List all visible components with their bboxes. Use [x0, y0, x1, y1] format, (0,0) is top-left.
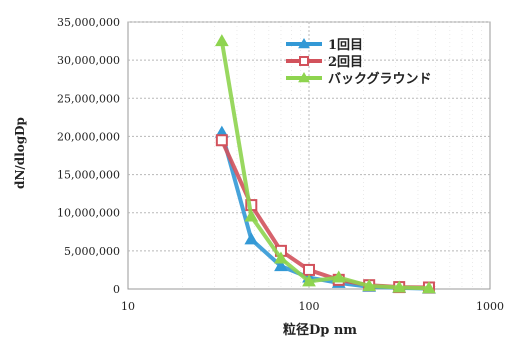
data-point [214, 34, 229, 47]
data-point [303, 263, 315, 276]
data-point [331, 270, 346, 283]
legend-label: 2回目 [328, 55, 363, 70]
data-point [274, 251, 288, 264]
legend-item: 2回目 [286, 55, 363, 70]
series-line [219, 40, 430, 291]
y-tick-label: 5,000,000 [64, 245, 120, 258]
y-tick-label: 15,000,000 [57, 169, 120, 182]
y-tick-label: 25,000,000 [57, 92, 120, 105]
data-point [298, 71, 310, 83]
x-tick-label: 1000 [476, 300, 504, 313]
data-point [244, 209, 259, 222]
legend-item: 1回目 [286, 37, 363, 53]
y-axis-label: dN/dlogDp [13, 117, 27, 189]
data-point [244, 232, 259, 245]
x-axis-ticks: 10 100 1000 [121, 300, 504, 313]
data-point [274, 259, 288, 272]
legend-label: バックグラウンド [328, 71, 431, 87]
x-tick-label: 10 [121, 300, 135, 313]
data-point [299, 56, 309, 66]
x-axis-label: 粒径Dp nm [283, 322, 357, 338]
y-axis-ticks: 0 5,000,000 10,000,000 15,000,000 20,000,000… [57, 16, 120, 296]
series-layer [214, 34, 436, 294]
data-point [422, 281, 436, 294]
legend-item: バックグラウンド [286, 71, 431, 87]
series-3 [214, 34, 436, 294]
x-tick-label: 100 [299, 300, 320, 313]
data-point [362, 278, 377, 291]
y-tick-label: 10,000,000 [57, 207, 120, 220]
y-tick-label: 30,000,000 [57, 54, 120, 67]
y-tick-label: 0 [113, 283, 120, 296]
legend-label: 1回目 [328, 38, 363, 53]
data-point [302, 274, 316, 287]
data-point [215, 134, 228, 147]
y-tick-label: 35,000,000 [57, 16, 120, 29]
data-point [298, 37, 310, 49]
y-tick-label: 20,000,000 [57, 130, 120, 143]
grid [128, 21, 490, 289]
data-point [392, 280, 407, 293]
